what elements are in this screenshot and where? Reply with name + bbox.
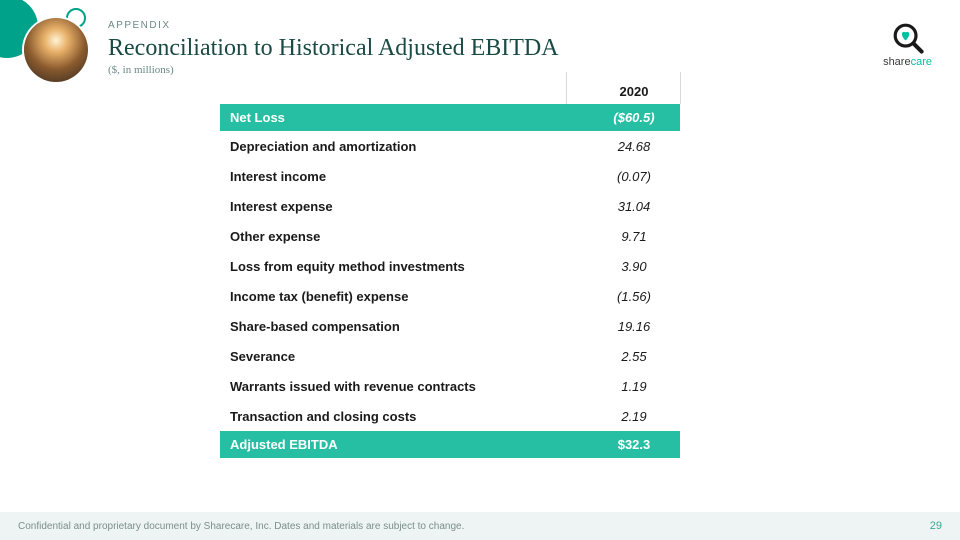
table-row: Interest income (0.07) xyxy=(220,161,680,191)
row-value: (0.07) xyxy=(588,163,680,190)
page-subtitle: ($, in millions) xyxy=(108,64,559,76)
header-block: APPENDIX Reconciliation to Historical Ad… xyxy=(108,20,559,76)
net-loss-value: ($60.5) xyxy=(588,104,680,131)
row-label: Interest expense xyxy=(220,193,566,220)
header-photo xyxy=(24,18,88,82)
adjusted-ebitda-band: Adjusted EBITDA $32.3 xyxy=(220,431,680,458)
row-value: 2.19 xyxy=(588,403,680,430)
table-row: Transaction and closing costs 2.19 xyxy=(220,401,680,431)
brand-right: care xyxy=(911,56,932,68)
adjusted-ebitda-label: Adjusted EBITDA xyxy=(220,431,566,458)
row-label: Income tax (benefit) expense xyxy=(220,283,566,310)
table-row: Share-based compensation 19.16 xyxy=(220,311,680,341)
table-row: Severance 2.55 xyxy=(220,341,680,371)
net-loss-band: Net Loss ($60.5) xyxy=(220,104,680,131)
header-divider-right xyxy=(680,72,681,104)
net-loss-label: Net Loss xyxy=(220,104,566,131)
table-row: Other expense 9.71 xyxy=(220,221,680,251)
brand-logo: sharecare xyxy=(883,22,932,68)
row-label: Share-based compensation xyxy=(220,313,566,340)
magnifier-heart-icon xyxy=(892,22,924,54)
footer-disclaimer: Confidential and proprietary document by… xyxy=(18,521,464,532)
row-label: Depreciation and amortization xyxy=(220,133,566,160)
row-value: 31.04 xyxy=(588,193,680,220)
table-header-row: . 2020 xyxy=(220,78,680,104)
row-value: 3.90 xyxy=(588,253,680,280)
table-row: Depreciation and amortization 24.68 xyxy=(220,131,680,161)
brand-wordmark: sharecare xyxy=(883,56,932,68)
reconciliation-table: . 2020 Net Loss ($60.5) Depreciation and… xyxy=(220,78,680,458)
row-value: 24.68 xyxy=(588,133,680,160)
row-value: 19.16 xyxy=(588,313,680,340)
slide: APPENDIX Reconciliation to Historical Ad… xyxy=(0,0,960,540)
row-label: Interest income xyxy=(220,163,566,190)
column-header-year: 2020 xyxy=(588,78,680,105)
eyebrow-text: APPENDIX xyxy=(108,20,559,31)
row-label: Loss from equity method investments xyxy=(220,253,566,280)
header-divider-left xyxy=(566,72,567,104)
page-number: 29 xyxy=(930,520,942,532)
row-value: 9.71 xyxy=(588,223,680,250)
row-label: Other expense xyxy=(220,223,566,250)
adjusted-ebitda-value: $32.3 xyxy=(588,431,680,458)
brand-left: share xyxy=(883,56,911,68)
footer-bar: Confidential and proprietary document by… xyxy=(0,512,960,540)
row-label: Warrants issued with revenue contracts xyxy=(220,373,566,400)
table-row: Interest expense 31.04 xyxy=(220,191,680,221)
row-label: Transaction and closing costs xyxy=(220,403,566,430)
table-row: Income tax (benefit) expense (1.56) xyxy=(220,281,680,311)
table-row: Loss from equity method investments 3.90 xyxy=(220,251,680,281)
table-row: Warrants issued with revenue contracts 1.… xyxy=(220,371,680,401)
row-label: Severance xyxy=(220,343,566,370)
page-title: Reconciliation to Historical Adjusted EB… xyxy=(108,35,559,62)
row-value: 1.19 xyxy=(588,373,680,400)
row-value: 2.55 xyxy=(588,343,680,370)
row-value: (1.56) xyxy=(588,283,680,310)
table-body: Depreciation and amortization24.68Intere… xyxy=(220,131,680,431)
